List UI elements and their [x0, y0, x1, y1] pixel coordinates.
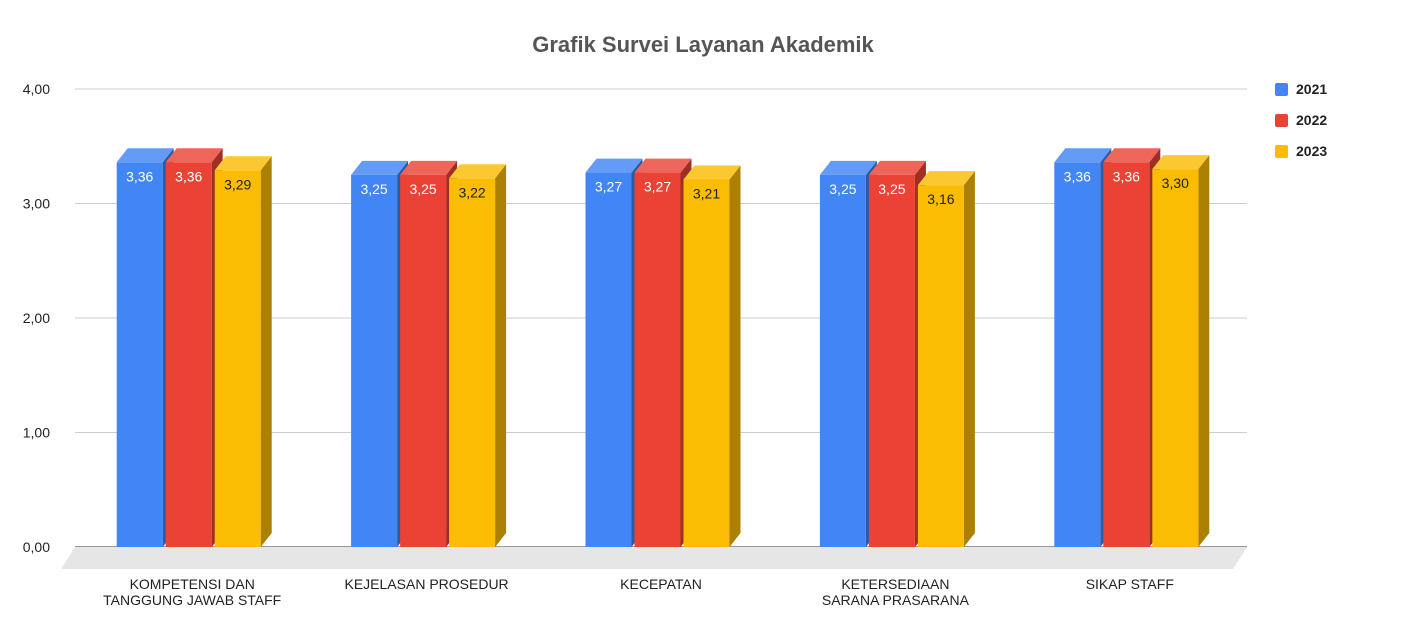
bar-top: [351, 160, 409, 175]
axis-labels: 0,00 1,00 2,00 3,00 4,00 KOMPETENSI DAN TANGGU…: [23, 81, 1174, 608]
x-tick-label: KETERSEDIAAN SARANA PRASARANA: [822, 576, 970, 608]
bar-top: [449, 164, 507, 179]
bar-front: [449, 178, 496, 547]
bar-front: [400, 174, 447, 547]
data-label: 3,27: [644, 179, 671, 195]
bar-front: [1103, 162, 1150, 547]
chart-floor-plane: [61, 547, 1247, 569]
bar-side: [1198, 155, 1210, 547]
bar-top: [400, 160, 458, 175]
legend-swatch: [1275, 145, 1288, 158]
bar-2021-1: [351, 160, 409, 547]
legend-item-2022: 2022: [1275, 112, 1327, 128]
bar-front: [819, 174, 866, 547]
data-label: 3,36: [1113, 168, 1140, 184]
x-tick-label: KECEPATAN: [620, 576, 702, 592]
bar-2022-3: [868, 160, 926, 547]
bar-2022-1: [400, 160, 458, 547]
bar-2023-3: [917, 171, 975, 547]
y-tick-label: 0,00: [23, 539, 50, 555]
bar-top: [165, 148, 223, 163]
bar-top: [868, 160, 926, 175]
x-tick-label: SIKAP STAFF: [1086, 576, 1174, 592]
bar-top: [1152, 155, 1210, 170]
bar-front: [1152, 169, 1199, 547]
bar-front: [868, 174, 915, 547]
bar-2021-0: [116, 148, 174, 547]
legend-label: 2022: [1296, 112, 1327, 128]
legend-item-2021: 2021: [1275, 81, 1327, 97]
y-tick-label: 1,00: [23, 425, 50, 441]
data-label: 3,36: [1064, 168, 1091, 184]
bar-front: [214, 170, 261, 548]
data-label: 3,16: [927, 191, 954, 207]
data-label: 3,25: [360, 181, 387, 197]
data-label: 3,25: [829, 181, 856, 197]
legend-label: 2023: [1296, 143, 1327, 159]
bar-top: [1103, 148, 1161, 163]
bar-2023-1: [449, 164, 507, 547]
bar-top: [917, 171, 975, 186]
data-label: 3,22: [458, 184, 485, 200]
bar-top: [634, 158, 692, 173]
bar-top: [819, 160, 877, 175]
bar-front: [1054, 162, 1101, 547]
data-label: 3,21: [693, 185, 720, 201]
bar-2021-3: [819, 160, 877, 547]
bar-top: [1054, 148, 1112, 163]
legend-label: 2021: [1296, 81, 1327, 97]
bars: [116, 148, 1210, 548]
bar-front: [683, 179, 730, 547]
y-tick-label: 4,00: [23, 81, 50, 97]
data-label: 3,36: [126, 168, 153, 184]
bar-2023-2: [683, 165, 741, 547]
bar-front: [351, 174, 398, 547]
y-tick-label: 2,00: [23, 310, 50, 326]
legend-swatch: [1275, 114, 1288, 127]
bar-front: [585, 172, 632, 547]
bar-side: [495, 164, 507, 547]
bar-2022-0: [165, 148, 223, 547]
legend-item-2023: 2023: [1275, 143, 1327, 159]
chart-title: Grafik Survei Layanan Akademik: [532, 32, 874, 57]
data-label: 3,29: [224, 176, 251, 192]
bar-side: [260, 156, 272, 548]
chart-floor: [61, 547, 1247, 569]
data-label: 3,27: [595, 179, 622, 195]
data-label: 3,30: [1162, 175, 1189, 191]
bar-top: [214, 156, 272, 171]
bar-top: [116, 148, 174, 163]
bar-front: [917, 185, 964, 547]
bar-front: [634, 172, 681, 547]
legend: 2021 2022 2023: [1275, 81, 1327, 159]
bar-2022-4: [1103, 148, 1161, 547]
bar-side: [963, 171, 975, 547]
data-labels: 3,36 3,36 3,29 3,25 3,25 3,22 3,27 3,27 3,21 3,25…: [126, 168, 1189, 207]
y-tick-label: 3,00: [23, 196, 50, 212]
bar-2021-2: [585, 158, 643, 547]
bar-front: [165, 162, 212, 547]
bar-2023-0: [214, 156, 272, 548]
x-tick-label: KEJELASAN PROSEDUR: [345, 576, 509, 592]
bar-side: [729, 165, 741, 547]
bar-2022-2: [634, 158, 692, 547]
bar-2023-4: [1152, 155, 1210, 547]
data-label: 3,25: [878, 181, 905, 197]
data-label: 3,25: [409, 181, 436, 197]
data-label: 3,36: [175, 168, 202, 184]
legend-swatch: [1275, 83, 1288, 96]
x-tick-label: KOMPETENSI DAN TANGGUNG JAWAB STAFF: [103, 576, 281, 608]
bar-top: [585, 158, 643, 173]
bar-top: [683, 165, 741, 180]
bar-front: [116, 162, 163, 547]
bar-2021-4: [1054, 148, 1112, 547]
